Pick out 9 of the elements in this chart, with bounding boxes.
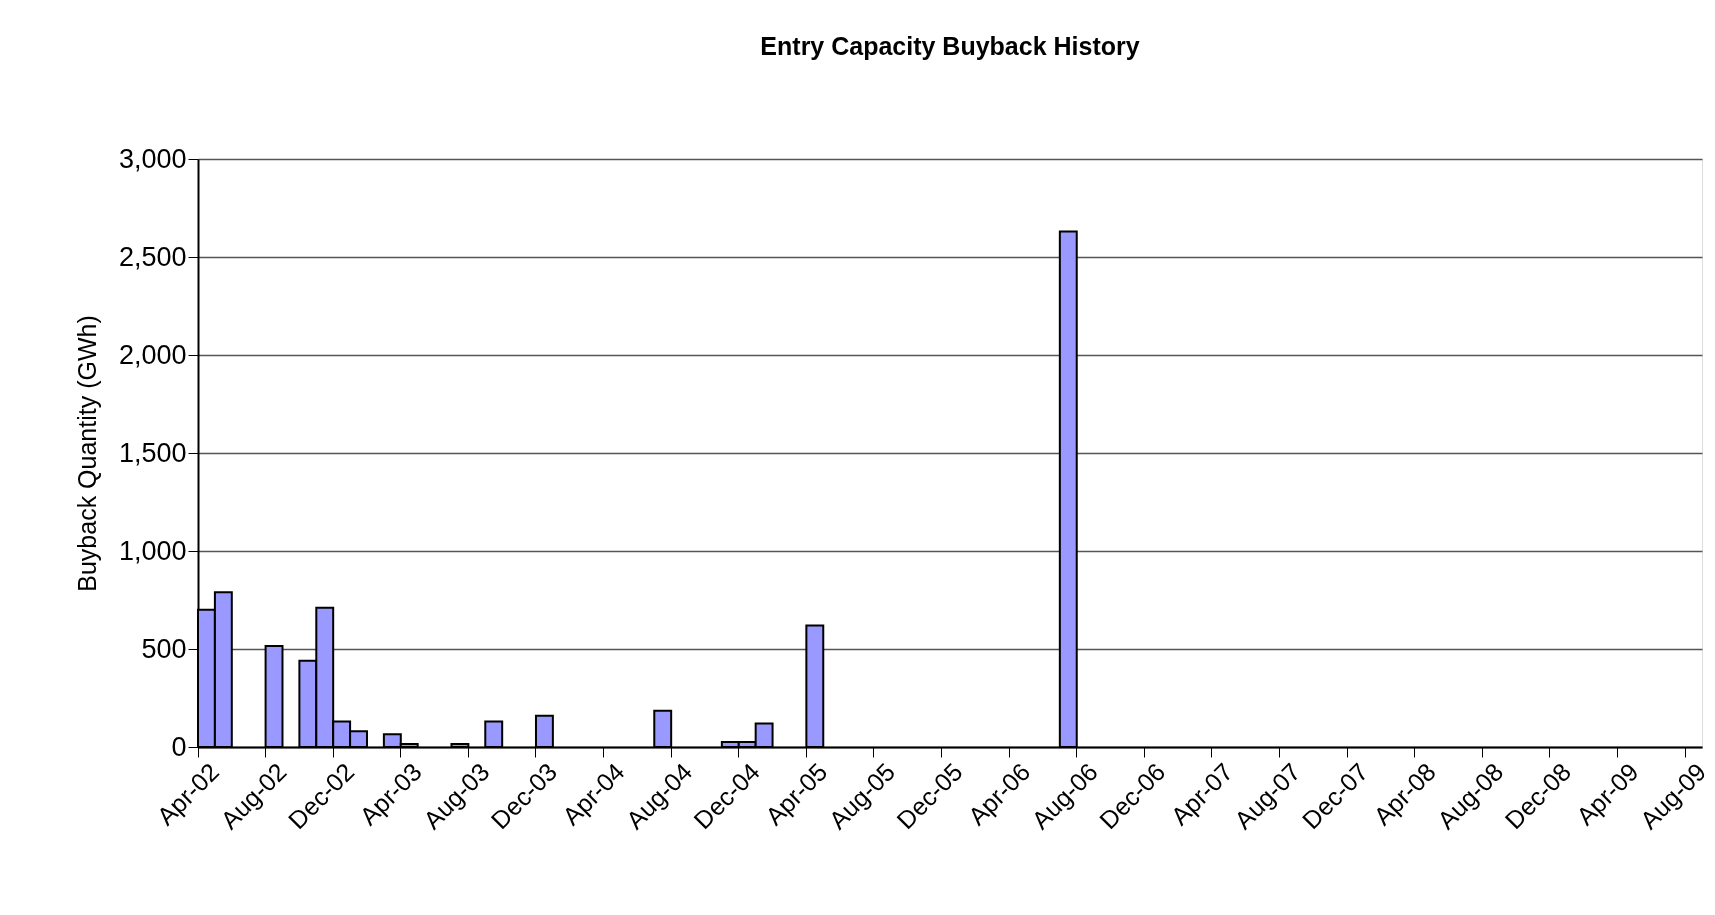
y-tick-label: 1,500 <box>118 437 187 468</box>
y-tick-label: 2,500 <box>118 241 187 272</box>
chart-title: Entry Capacity Buyback History <box>760 32 1140 60</box>
y-tick-label: 2,000 <box>118 339 187 370</box>
y-tick-label: 1,000 <box>118 535 187 566</box>
y-tick-label: 500 <box>141 633 187 664</box>
y-tick-label: 0 <box>171 731 187 762</box>
y-axis-title: Buyback Quantity (GWh) <box>72 315 101 592</box>
y-tick-label: 3,000 <box>118 143 187 174</box>
